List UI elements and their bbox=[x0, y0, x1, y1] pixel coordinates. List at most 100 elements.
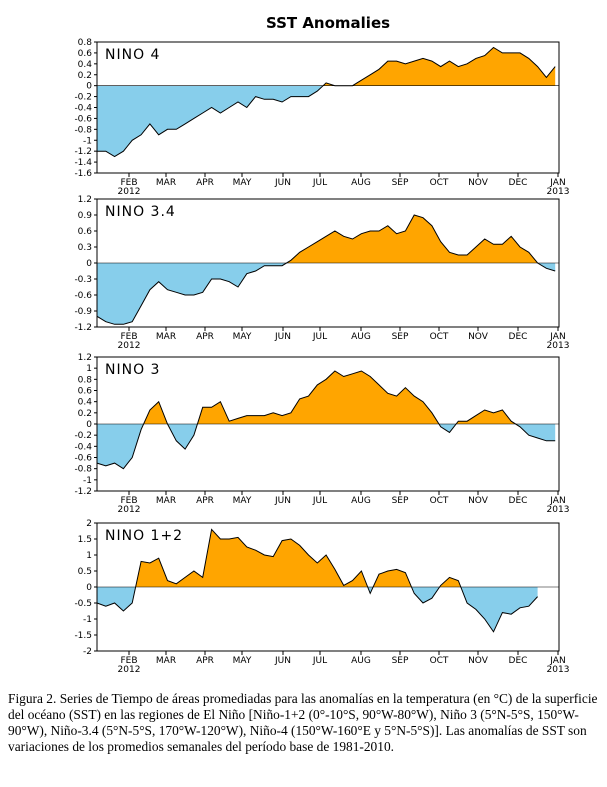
x-tick-label: MAY bbox=[233, 178, 252, 188]
anomaly-series-line bbox=[96, 370, 556, 470]
y-tick-label: -1.6 bbox=[74, 169, 92, 179]
x-tick-label: OCT bbox=[430, 656, 449, 666]
x-tick-label: MAR bbox=[156, 496, 176, 506]
y-tick-label: 2 bbox=[86, 519, 92, 529]
x-tick-label: FEB bbox=[120, 332, 137, 342]
y-tick-label: 0 bbox=[86, 259, 92, 269]
y-tick-label: -0.6 bbox=[74, 454, 92, 464]
y-tick-label: -0.2 bbox=[74, 93, 92, 103]
y-tick-label: 0.3 bbox=[78, 243, 92, 253]
y-tick-label: 1 bbox=[86, 364, 92, 374]
y-tick-label: 0 bbox=[86, 420, 92, 430]
x-year-label: 2012 bbox=[118, 187, 141, 197]
y-tick-label: -0.6 bbox=[74, 114, 92, 124]
x-tick-label: JUL bbox=[312, 178, 327, 188]
x-tick-label: DEC bbox=[509, 496, 528, 506]
x-tick-label: AUG bbox=[351, 656, 371, 666]
figure-caption: Figura 2. Series de Tiempo de áreas prom… bbox=[8, 691, 598, 754]
y-tick-label: 0.4 bbox=[78, 60, 93, 70]
y-tick-label: -0.6 bbox=[74, 291, 92, 301]
x-tick-label: JAN bbox=[549, 178, 565, 188]
anomaly-series-line bbox=[97, 46, 556, 158]
y-tick-label: 0.5 bbox=[78, 567, 92, 577]
y-tick-label: 1.2 bbox=[78, 195, 92, 205]
positive-anomaly-area bbox=[323, 47, 556, 86]
x-tick-label: JUN bbox=[274, 496, 291, 506]
x-tick-label: APR bbox=[196, 178, 214, 188]
x-year-label: 2012 bbox=[118, 665, 141, 675]
x-tick-label: OCT bbox=[430, 332, 449, 342]
panel-4: 2 1.5 1 0.5 0 -0.5 -1 -1.5 -2 FEB MAR APR MAY JUN JUL A… bbox=[74, 519, 569, 675]
x-tick-label: NOV bbox=[468, 496, 489, 506]
y-tick-label: 0 bbox=[86, 82, 92, 92]
panel-label: NINO 3 bbox=[105, 362, 160, 378]
x-tick-label: JAN bbox=[549, 332, 565, 342]
panel-label: NINO 1+2 bbox=[105, 528, 183, 544]
positive-anomaly-area bbox=[97, 529, 538, 587]
x-tick-label: SEP bbox=[392, 178, 409, 188]
x-tick-label: NOV bbox=[468, 332, 489, 342]
y-tick-label: 0.2 bbox=[78, 71, 92, 81]
x-year-label: 2013 bbox=[547, 665, 570, 675]
y-tick-label: -2 bbox=[83, 647, 92, 657]
y-tick-label: -0.8 bbox=[74, 125, 92, 135]
panel-3: 1.210.8 0.60.40.20-0.2-0.4 -0.6-0.8-1-1.2 F… bbox=[74, 353, 569, 515]
panel-label: NINO 4 bbox=[105, 47, 160, 63]
y-tick-label: 1 bbox=[86, 551, 92, 561]
panel-label: NINO 3.4 bbox=[105, 204, 176, 220]
x-tick-label: FEB bbox=[120, 496, 137, 506]
x-tick-label: JUN bbox=[274, 656, 291, 666]
x-tick-label: JUN bbox=[274, 178, 291, 188]
x-tick-label: DEC bbox=[509, 178, 528, 188]
positive-anomaly-area bbox=[97, 215, 556, 263]
y-tick-label: 0.9 bbox=[78, 211, 93, 221]
x-tick-label: OCT bbox=[430, 496, 449, 506]
y-tick-label: 0.2 bbox=[78, 409, 92, 419]
x-tick-label: AUG bbox=[351, 496, 371, 506]
x-tick-label: NOV bbox=[468, 656, 489, 666]
x-tick-label: JUL bbox=[312, 332, 327, 342]
y-tick-label: 1.5 bbox=[78, 535, 92, 545]
x-tick-label: SEP bbox=[392, 656, 409, 666]
y-tick-label: 0.8 bbox=[78, 375, 93, 385]
x-tick-label: MAR bbox=[156, 178, 176, 188]
panel-1: 0.80.60.40.20-0.2-0.4-0.6-0.8-1-1.2-1.4-… bbox=[74, 38, 569, 197]
x-tick-label: SEP bbox=[392, 332, 409, 342]
x-tick-label: APR bbox=[196, 496, 214, 506]
x-tick-label: JUN bbox=[274, 332, 291, 342]
anomaly-series-line bbox=[96, 214, 556, 325]
y-tick-label: 0.4 bbox=[78, 398, 93, 408]
x-tick-label: APR bbox=[196, 332, 214, 342]
y-tick-label: -0.3 bbox=[74, 275, 92, 285]
x-tick-label: JUL bbox=[312, 656, 327, 666]
y-tick-label: -0.4 bbox=[74, 442, 92, 452]
anomaly-series-line bbox=[96, 528, 538, 633]
x-tick-label: DEC bbox=[509, 332, 528, 342]
x-tick-label: OCT bbox=[430, 178, 449, 188]
x-tick-label: JUL bbox=[312, 496, 327, 506]
x-tick-label: MAY bbox=[233, 656, 252, 666]
x-tick-label: DEC bbox=[509, 656, 528, 666]
y-tick-label: -1 bbox=[83, 136, 92, 146]
x-year-label: 2013 bbox=[547, 187, 570, 197]
y-tick-label: 0.6 bbox=[78, 387, 93, 397]
y-tick-label: -1.5 bbox=[74, 631, 92, 641]
y-tick-label: -1.4 bbox=[74, 158, 92, 168]
y-tick-label: -1.2 bbox=[74, 147, 92, 157]
x-tick-label: MAY bbox=[233, 496, 252, 506]
x-year-label: 2012 bbox=[118, 341, 141, 351]
chart-title: SST Anomalies bbox=[266, 14, 390, 32]
y-tick-label: 0 bbox=[86, 583, 92, 593]
y-tick-label: 0.6 bbox=[78, 49, 93, 59]
x-tick-label: APR bbox=[196, 656, 214, 666]
y-tick-label: -0.4 bbox=[74, 104, 92, 114]
negative-anomaly-area bbox=[97, 587, 538, 632]
y-tick-label: -1.2 bbox=[74, 323, 92, 333]
x-tick-label: FEB bbox=[120, 656, 137, 666]
y-tick-label: -1 bbox=[83, 476, 92, 486]
x-tick-label: MAR bbox=[156, 656, 176, 666]
x-tick-label: SEP bbox=[392, 496, 409, 506]
panels-group: 0.80.60.40.20-0.2-0.4-0.6-0.8-1-1.2-1.4-… bbox=[74, 38, 569, 675]
y-tick-label: 0.6 bbox=[78, 227, 93, 237]
x-tick-label: AUG bbox=[351, 178, 371, 188]
